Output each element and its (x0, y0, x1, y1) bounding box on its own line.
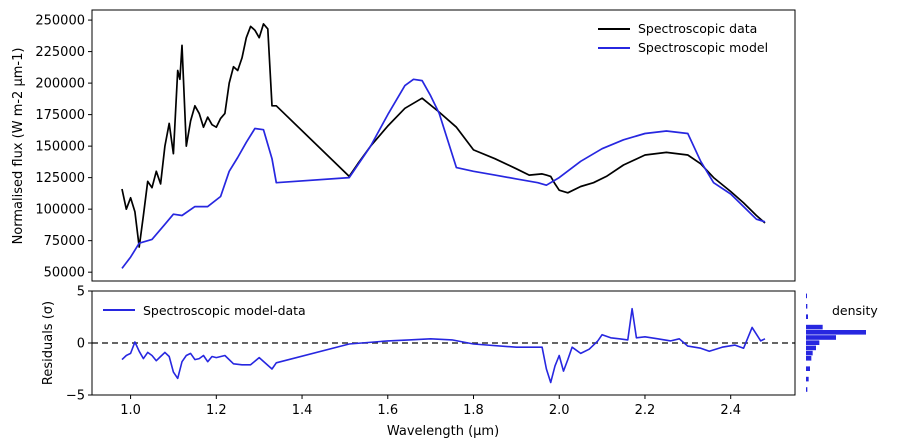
density-panel: density (806, 293, 878, 392)
density-bar (806, 366, 810, 371)
flux-y-tick-label: 225000 (35, 45, 85, 60)
x-tick-label: 2.2 (635, 403, 656, 418)
residual-y-axis-label: Residuals (σ) (41, 301, 56, 385)
flux-plot-frame (91, 9, 796, 282)
residual-y-ticks: −5 0 5 (66, 285, 92, 404)
density-bar (806, 330, 866, 335)
flux-y-tick-label: 50000 (44, 266, 85, 281)
flux-y-tick-label: 100000 (35, 203, 85, 218)
density-bar (806, 387, 808, 392)
x-tick-label: 2.0 (549, 403, 570, 418)
legend-label-residual: Spectroscopic model-data (143, 303, 306, 318)
density-legend-label: density (832, 303, 878, 318)
flux-legend: Spectroscopic data Spectroscopic model (598, 21, 768, 55)
density-bar (806, 356, 812, 361)
flux-y-ticks: 50000 75000 100000 125000 150000 175000 200000… (35, 14, 92, 281)
residual-x-ticks: 1.0 1.2 1.4 1.6 1.8 2.0 2.2 2.4 (120, 395, 741, 418)
flux-y-tick-label: 250000 (35, 14, 85, 29)
density-bar (806, 293, 807, 299)
density-bar (806, 324, 823, 330)
density-bar (806, 304, 808, 309)
x-tick-label: 2.4 (720, 403, 741, 418)
flux-y-axis-label: Normalised flux (W m-2 μm-1) (11, 48, 26, 245)
residual-y-tick-label: 0 (77, 337, 85, 352)
residual-series (92, 307, 795, 384)
x-tick-label: 1.6 (377, 403, 398, 418)
density-bar (806, 340, 820, 345)
density-bar (806, 376, 809, 382)
x-tick-label: 1.8 (463, 403, 484, 418)
density-bar (806, 314, 808, 319)
flux-y-tick-label: 175000 (35, 108, 85, 123)
flux-line-model (121, 78, 766, 269)
residual-legend: Spectroscopic model-data (103, 303, 306, 318)
flux-line-data (121, 23, 766, 248)
residual-y-tick-label: 5 (77, 285, 85, 300)
x-axis-label: Wavelength (μm) (387, 424, 499, 439)
density-bar (806, 350, 813, 356)
x-tick-label: 1.4 (292, 403, 313, 418)
residual-line (121, 307, 766, 384)
residuals-panel: −5 0 5 1.0 1.2 1.4 1.6 1.8 2.0 2.2 2.4 Residuals … (41, 285, 796, 439)
flux-y-tick-label: 200000 (35, 77, 85, 92)
density-bar (806, 335, 836, 340)
flux-y-tick-label: 150000 (35, 140, 85, 155)
x-tick-label: 1.0 (120, 403, 141, 418)
flux-panel: 50000 75000 100000 125000 150000 175000 200000… (11, 9, 796, 282)
density-bar (806, 345, 816, 351)
legend-label-data: Spectroscopic data (638, 21, 757, 36)
flux-y-tick-label: 125000 (35, 171, 85, 186)
density-bars (806, 293, 866, 392)
legend-label-model: Spectroscopic model (638, 40, 768, 55)
flux-series (121, 23, 766, 269)
x-tick-label: 1.2 (206, 403, 227, 418)
residual-y-tick-label: −5 (66, 389, 85, 404)
flux-y-tick-label: 75000 (44, 234, 85, 249)
